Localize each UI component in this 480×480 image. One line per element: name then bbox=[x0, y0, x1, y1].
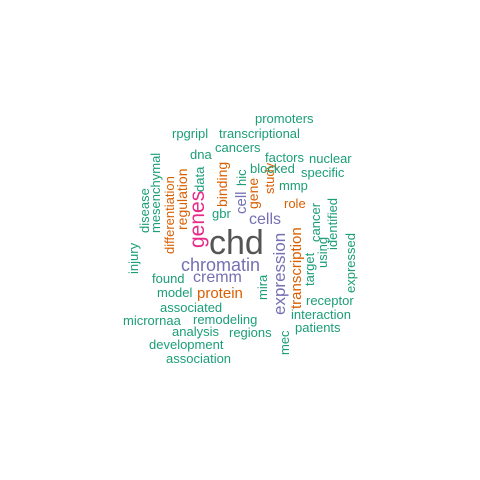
word-receptor: receptor bbox=[306, 293, 354, 308]
word-model: model bbox=[157, 285, 193, 300]
word-analysis: analysis bbox=[172, 324, 219, 339]
word-binding: binding bbox=[214, 161, 230, 207]
word-data: data bbox=[192, 166, 207, 192]
word-remodeling: remodeling bbox=[193, 312, 258, 327]
word-hic: hic bbox=[234, 169, 249, 186]
word-mmp: mmp bbox=[279, 178, 308, 193]
word-cells: cells bbox=[249, 211, 282, 228]
word-rpgripl: rpgripl bbox=[172, 126, 209, 141]
word-genes: genes bbox=[186, 190, 209, 248]
word-patients: patients bbox=[295, 320, 341, 335]
word-factors: factors bbox=[265, 150, 305, 165]
word-micrornaa: micrornaa bbox=[123, 313, 181, 328]
word-regulation: regulation bbox=[174, 168, 190, 231]
word-promoters: promoters bbox=[255, 111, 314, 126]
word-found: found bbox=[152, 271, 185, 286]
word-protein: protein bbox=[197, 285, 243, 302]
word-expression: expression bbox=[270, 232, 289, 315]
word-injury: injury bbox=[126, 242, 141, 274]
word-mec: mec bbox=[277, 330, 292, 355]
word-chromatin: chromatin bbox=[181, 255, 261, 275]
word-cremm: cremm bbox=[193, 269, 242, 286]
word-mira: mira bbox=[255, 274, 270, 300]
word-specific: specific bbox=[301, 165, 345, 180]
word-regions: regions bbox=[229, 325, 272, 340]
word-development: development bbox=[149, 337, 224, 352]
word-role: role bbox=[284, 196, 306, 211]
word-transcriptional: transcriptional bbox=[219, 126, 300, 141]
word-expressed: expressed bbox=[343, 233, 358, 293]
word-interaction: interaction bbox=[291, 307, 351, 322]
word-chd: chd bbox=[209, 224, 264, 262]
word-association: association bbox=[166, 351, 232, 366]
word-nuclear: nuclear bbox=[309, 151, 352, 166]
word-differentiation: differentiation bbox=[162, 176, 177, 254]
word-associated: associated bbox=[160, 300, 223, 315]
word-dna: dna bbox=[190, 147, 212, 162]
word-blocked: blocked bbox=[250, 161, 295, 176]
word-cancers: cancers bbox=[215, 140, 261, 155]
word-using: using bbox=[315, 236, 330, 268]
word-gbr: gbr bbox=[212, 206, 231, 221]
word-disease: disease bbox=[137, 188, 152, 233]
